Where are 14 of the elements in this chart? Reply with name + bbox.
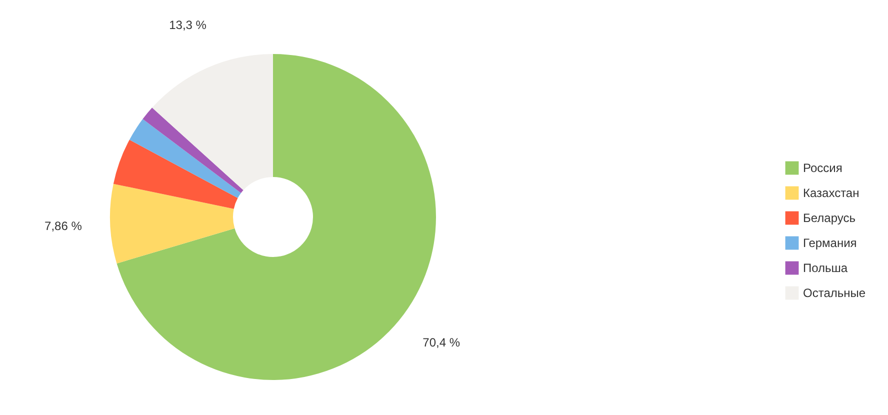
donut-slice [152,54,273,190]
legend-label: Казахстан [803,186,860,200]
data-label: 13,3 % [169,18,207,32]
donut-slice [110,184,235,264]
donut-slice [129,119,242,198]
legend-label: Польша [803,261,848,275]
legend-label: Остальные [803,286,866,300]
legend-label: Россия [803,161,842,175]
donut-slice [113,140,238,209]
data-label: 70,4 % [422,336,460,350]
legend-label: Германия [803,236,857,250]
donut-slice [142,108,244,193]
data-label: 7,86 % [44,218,82,233]
legend-label: Беларусь [803,211,856,225]
